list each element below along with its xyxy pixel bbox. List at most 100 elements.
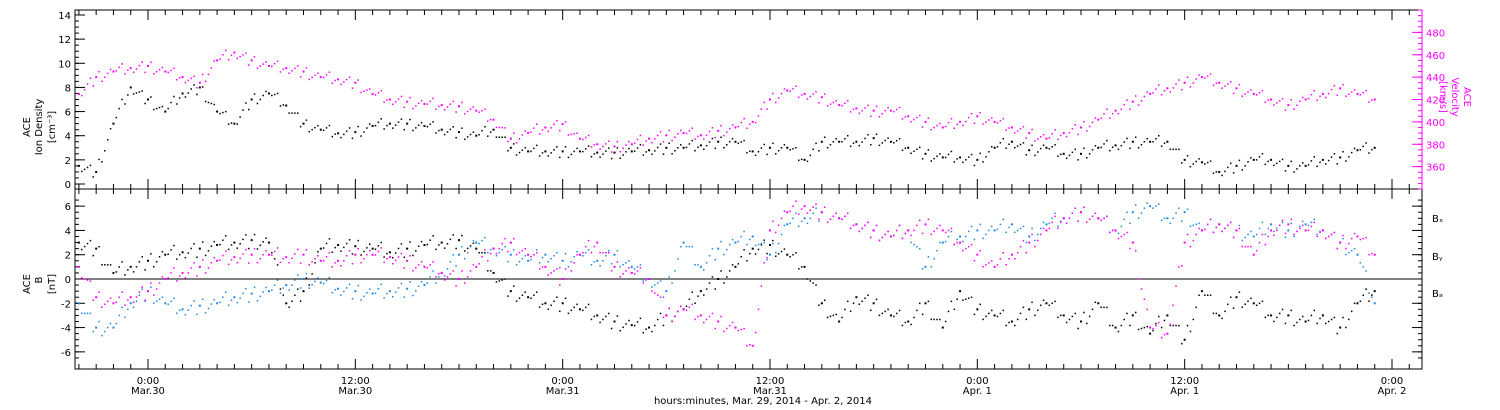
data-point-dense bbox=[918, 247, 921, 250]
data-point-dense bbox=[178, 309, 181, 312]
data-point-dense bbox=[1088, 153, 1091, 155]
data-point-dense bbox=[1195, 233, 1197, 236]
data-point-dense bbox=[170, 300, 172, 303]
data-point-dense bbox=[1111, 229, 1114, 232]
data-point-dense bbox=[1172, 217, 1174, 220]
data-point bbox=[1270, 229, 1273, 232]
data-point bbox=[820, 140, 823, 143]
data-point bbox=[1270, 314, 1273, 317]
data-point-dense bbox=[481, 129, 483, 132]
data-point-dense bbox=[582, 150, 584, 153]
data-point-dense bbox=[1368, 253, 1370, 256]
data-point-dense bbox=[101, 161, 103, 163]
data-point-dense bbox=[498, 247, 501, 250]
data-point-dense bbox=[530, 259, 532, 261]
data-point bbox=[596, 143, 599, 146]
b-tick-label: -2 bbox=[61, 299, 71, 310]
data-point bbox=[1010, 320, 1013, 323]
data-point-dense bbox=[809, 154, 812, 157]
data-point-dense bbox=[121, 98, 123, 101]
data-point-dense bbox=[570, 309, 573, 312]
data-point-dense bbox=[1051, 217, 1053, 220]
b-label-line1: ACE bbox=[22, 274, 33, 294]
data-point-dense bbox=[383, 128, 385, 130]
data-point-dense bbox=[1042, 299, 1045, 302]
data-point-dense bbox=[331, 291, 334, 294]
data-point bbox=[77, 265, 80, 268]
data-point-dense bbox=[271, 289, 273, 291]
data-point-dense bbox=[616, 140, 619, 143]
data-point-dense bbox=[118, 107, 120, 110]
data-point bbox=[924, 152, 927, 155]
data-point-dense bbox=[553, 300, 555, 303]
data-point-dense bbox=[1106, 139, 1108, 142]
data-point-dense bbox=[763, 101, 765, 104]
data-point-dense bbox=[484, 108, 486, 110]
data-point-dense bbox=[1160, 93, 1163, 96]
data-point bbox=[941, 156, 944, 159]
data-point-dense bbox=[1143, 141, 1146, 143]
data-point-dense bbox=[950, 300, 953, 303]
data-point-dense bbox=[343, 246, 345, 249]
data-point-dense bbox=[495, 281, 498, 283]
data-point-dense bbox=[204, 312, 207, 314]
data-point bbox=[458, 105, 460, 108]
data-point bbox=[665, 314, 668, 317]
data-point-dense bbox=[1143, 207, 1146, 209]
data-point-dense bbox=[1301, 162, 1304, 164]
data-point-dense bbox=[1250, 157, 1252, 159]
data-point bbox=[596, 314, 599, 317]
data-point-dense bbox=[559, 267, 561, 269]
data-point-dense bbox=[927, 117, 930, 120]
data-point-dense bbox=[1057, 316, 1059, 319]
data-point-dense bbox=[1083, 311, 1085, 314]
data-point bbox=[181, 271, 184, 274]
data-point-dense bbox=[334, 288, 336, 291]
data-point bbox=[337, 132, 340, 135]
data-point-dense bbox=[167, 71, 169, 74]
bottom-panel-points bbox=[77, 200, 1376, 347]
data-point-dense bbox=[178, 275, 181, 277]
data-point-dense bbox=[1250, 245, 1252, 248]
velocity-tick-label: 480 bbox=[1426, 28, 1445, 39]
data-point-dense bbox=[858, 230, 861, 233]
data-point-dense bbox=[1362, 92, 1364, 94]
data-point bbox=[1149, 326, 1152, 329]
data-point-dense bbox=[979, 249, 981, 252]
data-point-dense bbox=[1158, 135, 1160, 137]
data-point-dense bbox=[1143, 298, 1146, 300]
data-point bbox=[1304, 223, 1307, 226]
b-label-line3: [nT] bbox=[47, 274, 58, 294]
data-point-dense bbox=[109, 264, 112, 266]
data-point-dense bbox=[276, 92, 279, 95]
data-point-dense bbox=[913, 243, 915, 246]
data-point-dense bbox=[625, 151, 627, 153]
data-point-dense bbox=[1123, 318, 1125, 321]
data-point-dense bbox=[694, 138, 696, 140]
data-point-dense bbox=[1241, 245, 1244, 248]
data-point-dense bbox=[867, 221, 869, 224]
data-point-dense bbox=[98, 291, 100, 293]
data-point-dense bbox=[432, 121, 434, 123]
data-point bbox=[181, 308, 184, 311]
data-point-dense bbox=[947, 153, 950, 156]
data-point-dense bbox=[1195, 78, 1197, 80]
data-point-dense bbox=[1111, 324, 1114, 327]
data-point-dense bbox=[452, 270, 454, 272]
data-point bbox=[440, 271, 443, 274]
data-point-dense bbox=[662, 316, 665, 319]
data-point-dense bbox=[89, 312, 92, 315]
data-point-dense bbox=[348, 127, 351, 129]
data-point-dense bbox=[478, 111, 480, 113]
data-point-dense bbox=[642, 332, 645, 334]
data-point-dense bbox=[512, 143, 515, 145]
data-point-dense bbox=[1345, 326, 1347, 329]
data-point bbox=[803, 217, 806, 220]
data-point-dense bbox=[1160, 219, 1163, 221]
data-point-dense bbox=[809, 280, 812, 282]
data-point-dense bbox=[443, 279, 446, 281]
data-point-dense bbox=[757, 308, 760, 311]
data-point-dense bbox=[895, 312, 898, 315]
data-point-dense bbox=[478, 242, 480, 245]
